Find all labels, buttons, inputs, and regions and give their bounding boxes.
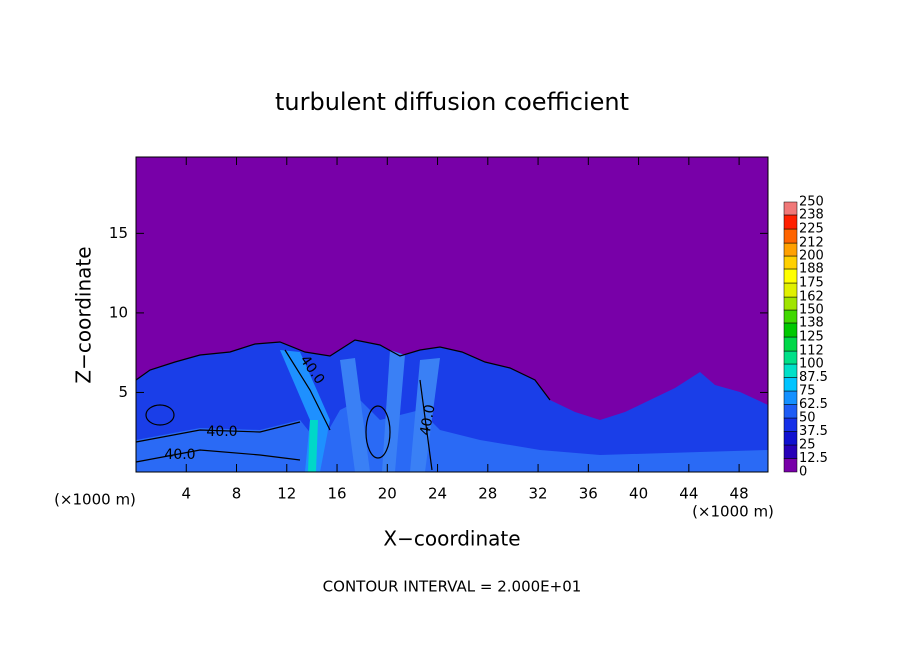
colorbar-label: 75 xyxy=(799,384,816,399)
x-tick-label: 40 xyxy=(629,485,648,503)
colorbar-label: 175 xyxy=(799,276,824,291)
streak xyxy=(280,350,330,472)
contour-line xyxy=(419,379,433,471)
colorbar-label: 87.5 xyxy=(799,370,828,385)
contour-line xyxy=(145,404,175,426)
colorbar-swatch xyxy=(783,350,798,365)
colorbar-label: 200 xyxy=(799,249,824,264)
colorbar-swatch xyxy=(783,404,798,419)
streak xyxy=(340,358,370,472)
x-tick-label: 4 xyxy=(181,485,191,503)
colorbar-label: 138 xyxy=(799,315,824,330)
colorbar-swatch xyxy=(783,363,798,378)
colorbar-swatch xyxy=(783,214,798,230)
colorbar-swatch xyxy=(783,201,798,216)
colorbar-label: 62.5 xyxy=(799,397,828,412)
x-axis-title: X−coordinate xyxy=(383,527,520,551)
colorbar-label: 162 xyxy=(799,290,824,305)
colorbar-swatch xyxy=(783,228,798,244)
colorbar-label: 212 xyxy=(799,236,824,251)
colorbar-swatch xyxy=(783,390,798,405)
colorbar-label: 150 xyxy=(799,303,824,318)
colorbar-swatch xyxy=(783,417,798,432)
region-mid xyxy=(136,400,768,472)
contour-line xyxy=(135,339,551,401)
contour-label: 40.0 xyxy=(206,424,237,440)
colorbar-label: 12.5 xyxy=(799,451,828,466)
colorbar-label: 225 xyxy=(799,222,824,237)
colorbar-label: 112 xyxy=(799,344,824,359)
y-tick-label: 15 xyxy=(109,224,128,242)
streak xyxy=(382,350,405,472)
x-tick-label: 12 xyxy=(277,485,296,503)
y-tick-label: 5 xyxy=(118,383,128,401)
colorbar-label: 0 xyxy=(799,465,807,480)
x-tick-label: 20 xyxy=(378,485,397,503)
contour-label: 40.0 xyxy=(417,403,438,436)
contour-line xyxy=(135,421,301,443)
x-tick-label: 24 xyxy=(428,485,447,503)
contour-line xyxy=(284,349,331,431)
colorbar-label: 188 xyxy=(799,261,824,276)
colorbar-swatch xyxy=(783,255,798,270)
x-tick-label: 36 xyxy=(579,485,598,503)
contour-line xyxy=(135,449,301,463)
colorbar-swatch xyxy=(783,431,798,446)
colorbar-swatch xyxy=(783,336,798,352)
colorbar-label: 37.5 xyxy=(799,424,828,439)
y-unit: (×1000 m) xyxy=(54,491,136,509)
streak xyxy=(308,420,318,472)
y-tick-label: 10 xyxy=(109,303,128,321)
footer: CONTOUR INTERVAL = 2.000E+01 xyxy=(323,578,582,596)
contour-label: 40.0 xyxy=(164,447,195,463)
colorbar-label: 100 xyxy=(799,357,824,372)
y-axis-title: Z−coordinate xyxy=(72,246,96,383)
colorbar-label: 25 xyxy=(799,438,816,453)
x-tick-label: 32 xyxy=(529,485,548,503)
x-tick-label: 44 xyxy=(679,485,698,503)
x-tick-label: 8 xyxy=(232,485,242,503)
x-tick-label: 48 xyxy=(730,485,749,503)
colorbar-label: 250 xyxy=(799,195,824,210)
plot-frame xyxy=(135,156,769,473)
colorbar-label: 50 xyxy=(799,411,816,426)
x-tick-label: 28 xyxy=(478,485,497,503)
colorbar-swatch xyxy=(783,282,798,298)
colorbar-label: 238 xyxy=(799,207,824,222)
colorbar-swatch xyxy=(783,309,798,324)
x-unit: (×1000 m) xyxy=(692,503,774,521)
colorbar-swatch xyxy=(783,242,798,257)
colorbar-label: 125 xyxy=(799,330,824,345)
colorbar-swatch xyxy=(783,377,798,392)
colorbar-swatch xyxy=(783,296,798,311)
colorbar-swatch xyxy=(783,444,798,459)
colorbar-swatch xyxy=(783,322,798,338)
contour-line xyxy=(365,405,391,459)
x-tick-label: 16 xyxy=(327,485,346,503)
colorbar-swatch xyxy=(783,268,798,284)
field xyxy=(135,157,768,472)
chart-title: turbulent diffusion coefficient xyxy=(275,88,629,116)
colorbar-swatch xyxy=(783,458,798,473)
